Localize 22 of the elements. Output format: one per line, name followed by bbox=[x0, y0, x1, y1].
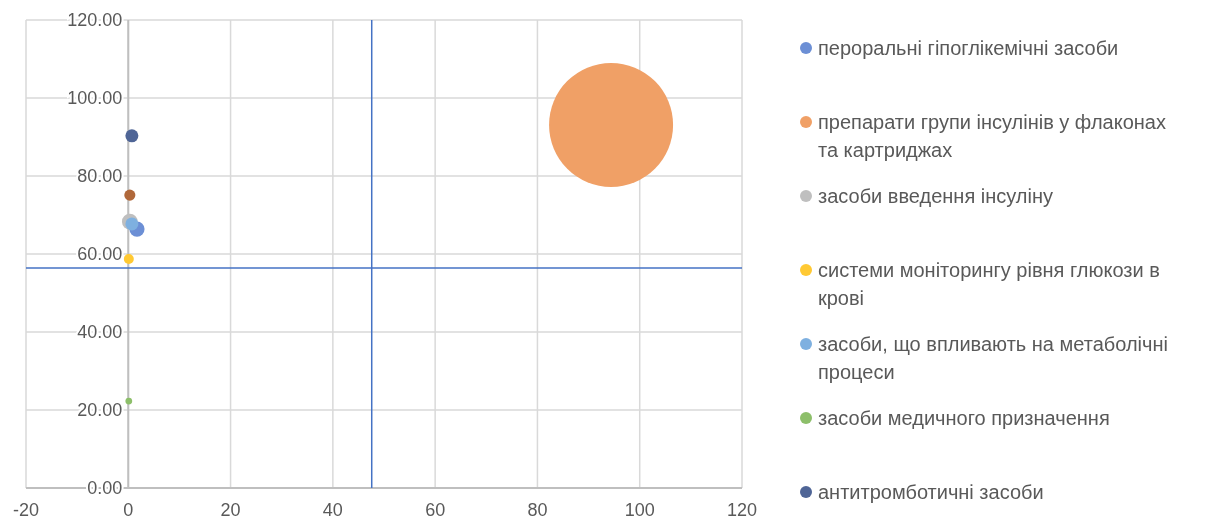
legend-label: препарати групи інсулінів у флаконах та картриджах bbox=[818, 111, 1166, 161]
x-tick-label: 40 bbox=[322, 500, 343, 520]
y-tick-label: 20.00 bbox=[77, 400, 123, 421]
legend-label: засоби введення інсуліну bbox=[818, 185, 1054, 207]
y-tick-label: 0.00 bbox=[87, 478, 123, 499]
x-tick-label: 120 bbox=[726, 500, 758, 520]
x-tick-label: 0 bbox=[123, 500, 134, 520]
legend-label: антитромботичні засоби bbox=[818, 481, 1044, 503]
legend-label: засоби, що впливають на метаболічні процеси bbox=[818, 333, 1168, 383]
y-tick-label: 120.00 bbox=[67, 10, 123, 31]
x-tick-label: 60 bbox=[425, 500, 446, 520]
x-tick-label: 80 bbox=[527, 500, 548, 520]
x-tick-label: 20 bbox=[220, 500, 241, 520]
legend-label: засоби медичного призначення bbox=[818, 407, 1110, 429]
x-tick-label: 100 bbox=[624, 500, 655, 520]
legend-label: пероральні гіпоглікемічні засоби bbox=[818, 37, 1119, 59]
y-tick-label: 40.00 bbox=[77, 322, 123, 343]
y-tick-label: 60.00 bbox=[77, 244, 123, 265]
legend-label: системи моніторингу рівня глюкози в крові bbox=[818, 259, 1160, 309]
y-tick-label: 100.00 bbox=[67, 88, 123, 109]
y-tick-label: 80.00 bbox=[77, 166, 123, 187]
x-tick-label: -20 bbox=[12, 500, 40, 520]
